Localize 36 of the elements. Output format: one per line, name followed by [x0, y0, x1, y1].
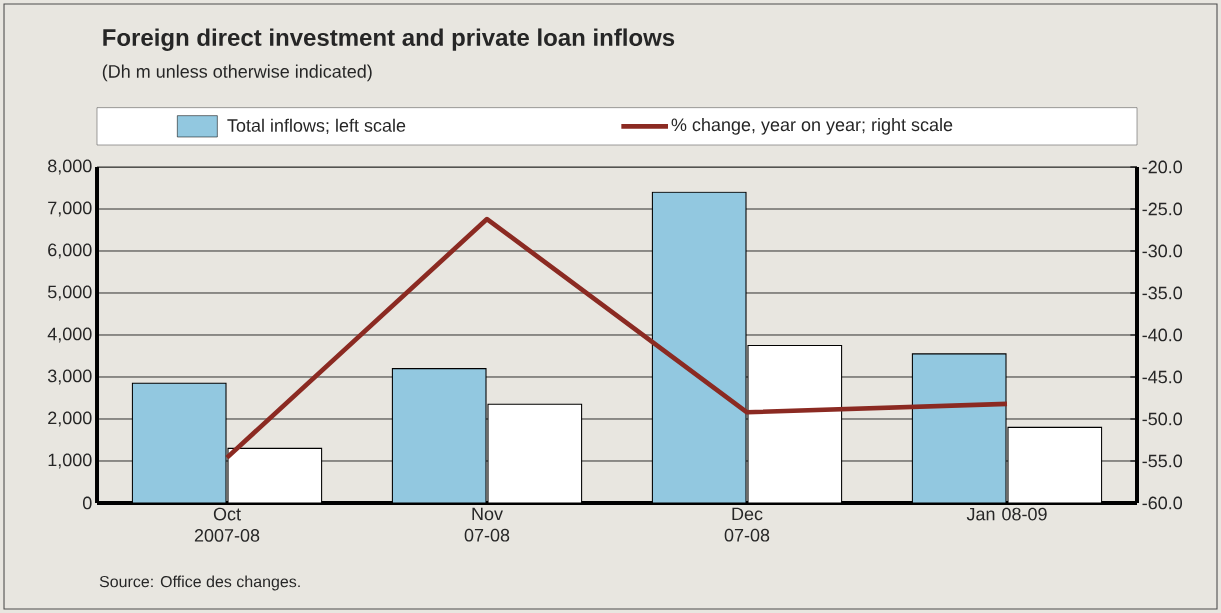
y-tick-label: 5,000 [47, 285, 92, 301]
y-tick-label: 2,000 [48, 411, 92, 427]
y2-tick-label: -20.0 [1142, 160, 1183, 174]
y2-tick-label: -30.0 [1142, 244, 1183, 258]
x-tick-label: Nov 07-08 [464, 507, 510, 542]
chart-title: Foreign direct investment and private loan inflows [103, 28, 675, 51]
legend-label: Total inflows; left scale [227, 118, 406, 134]
y2-tick-label: -55.0 [1142, 454, 1183, 468]
y-tick-label: 3,000 [47, 369, 92, 385]
bar [487, 403, 583, 503]
y-tick-label: 4,000 [47, 327, 92, 343]
y-tick-label: 8,000 [48, 159, 92, 175]
line-series [224, 216, 1010, 460]
legend-label: % change, year on year; right scale [671, 117, 953, 135]
y2-tick-label: -45.0 [1142, 370, 1183, 384]
y-tick-label: 7,000 [48, 201, 92, 217]
bar [651, 191, 747, 503]
y2-tick-label: -35.0 [1142, 286, 1183, 300]
y-tick-label: 1,000 [48, 453, 92, 469]
y2-tick-label: -40.0 [1142, 328, 1183, 342]
x-tick-label: Dec 07-08 [724, 507, 770, 542]
bar [227, 447, 323, 503]
chart-subtitle: (Dh m unless otherwise indicated) [102, 64, 372, 82]
y2-tick-label: -50.0 [1142, 412, 1183, 426]
x-tick-label: Oct 2007-08 [194, 507, 260, 542]
source-note: Source: Office des changes. [99, 575, 300, 591]
y2-tick-label: -25.0 [1142, 202, 1183, 216]
bar [131, 382, 227, 503]
bar [747, 344, 843, 503]
x-tick-label: Jan 08-09 [966, 507, 1047, 521]
bar [1007, 426, 1103, 503]
y-tick-label: 6,000 [48, 243, 92, 259]
y2-tick-label: -60.0 [1142, 496, 1183, 510]
y-tick-label: 0 [83, 496, 92, 510]
bar [391, 368, 487, 503]
bar [911, 353, 1007, 503]
